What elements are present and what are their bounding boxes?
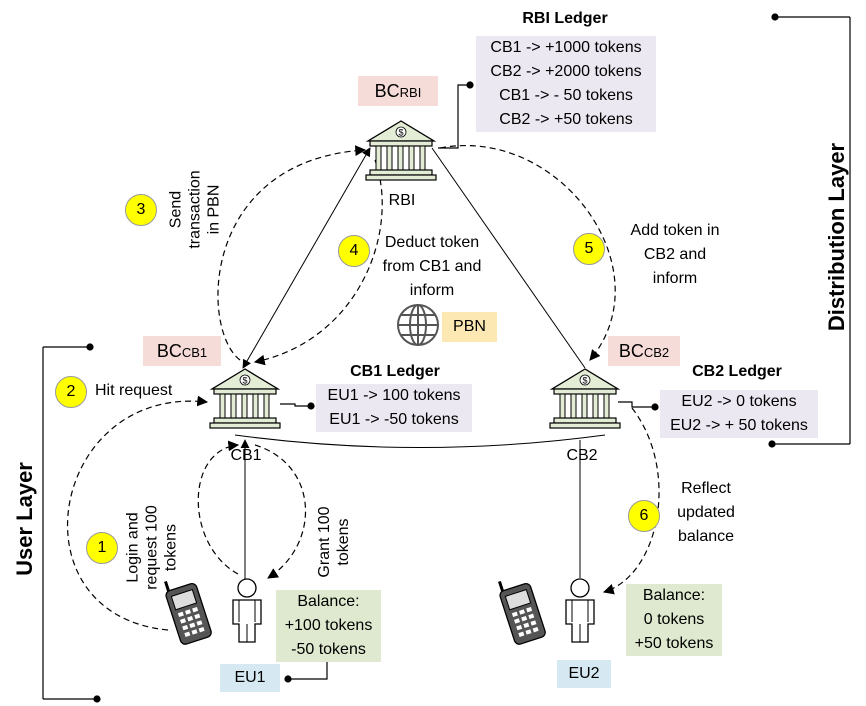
distribution-layer-label: Distribution Layer (824, 142, 849, 332)
rbi-ledger-box: CB1 -> +1000 tokens CB2 -> +2000 tokens … (476, 36, 656, 132)
cb1-ledger-box: EU1 -> 100 tokens EU1 -> -50 tokens (316, 384, 472, 432)
rbi-ledger-entry: CB2 -> +2000 tokens (490, 63, 642, 80)
step-5-text: Add token in CB2 and inform (630, 222, 720, 287)
rbi-bank-icon (365, 120, 437, 181)
eu2-label: EU2 (557, 660, 611, 688)
cb1-label: CB1 (230, 447, 262, 464)
bc-cb2-badge: BCCB2 (608, 336, 680, 366)
cb2-ledger-box: EU2 -> 0 tokens EU2 -> + 50 tokens (660, 390, 818, 438)
eu2-balance-line: +50 tokens (634, 635, 714, 652)
rbi-ledger-title: RBI Ledger (522, 10, 608, 27)
step-3-text: Send transaction in PBN (167, 170, 223, 249)
cb1-ledger-entry: EU1 -> 100 tokens (327, 387, 461, 404)
cb2-ledger-entry: EU2 -> + 50 tokens (670, 417, 808, 434)
eu2-balance-line: 0 tokens (643, 611, 705, 628)
eu1-balance-box: Balance: +100 tokens -50 tokens (276, 590, 381, 662)
distribution-layer-bracket (768, 13, 851, 448)
cb1-ledger-title: CB1 Ledger (350, 363, 440, 380)
cb2-ledger-title: CB2 Ledger (692, 363, 782, 380)
eu1-balance-line: Balance: (297, 593, 360, 610)
cb1-ledger-entry: EU1 -> -50 tokens (329, 411, 459, 428)
cb2-ledger-entry: EU2 -> 0 tokens (681, 393, 797, 410)
bc-rbi-badge: BCRBI (358, 76, 438, 106)
eu1-balance-line: +100 tokens (284, 617, 373, 634)
eu2-user-icon (565, 578, 595, 643)
eu1-balance-line: -50 tokens (291, 641, 366, 658)
step-6-marker: 6 (628, 500, 660, 532)
cb2-bank-icon (549, 368, 621, 429)
step-1-marker: 1 (86, 532, 118, 564)
step-4-marker: 4 (338, 235, 370, 267)
eu2-balance-box: Balance: 0 tokens +50 tokens (626, 584, 722, 656)
cb1-bank-icon (209, 368, 281, 429)
step-1-text: Login and request 100 tokens (124, 505, 180, 590)
step-6-text: Reflect updated balance (677, 480, 735, 545)
step-5-marker: 5 (573, 233, 605, 265)
cb2-label: CB2 (566, 447, 598, 464)
bc-cb1-badge: BCCB1 (143, 336, 221, 366)
eu1-user-icon (232, 578, 262, 643)
grant-text: Grant 100 tokens (316, 506, 352, 578)
globe-icon (397, 304, 439, 346)
rbi-ledger-entry: CB1 -> +1000 tokens (490, 39, 642, 56)
eu1-label: EU1 (220, 664, 280, 692)
user-layer-label: User Layer (12, 462, 37, 576)
rbi-ledger-entry: CB1 -> - 50 tokens (499, 87, 633, 104)
pbn-label: PBN (442, 312, 497, 342)
step-3-marker: 3 (125, 194, 157, 226)
ledger-connectors (280, 81, 659, 683)
eu2-phone-icon (494, 571, 548, 647)
step-2-marker: 2 (55, 376, 87, 408)
step-4-text: Deduct token from CB1 and inform (382, 234, 482, 299)
network-links (234, 147, 606, 580)
user-layer-bracket (42, 343, 101, 703)
rbi-ledger-entry: CB2 -> +50 tokens (499, 111, 633, 128)
eu2-balance-line: Balance: (642, 587, 706, 604)
step-2-text: Hit request (95, 382, 173, 399)
rbi-label: RBI (388, 192, 416, 209)
